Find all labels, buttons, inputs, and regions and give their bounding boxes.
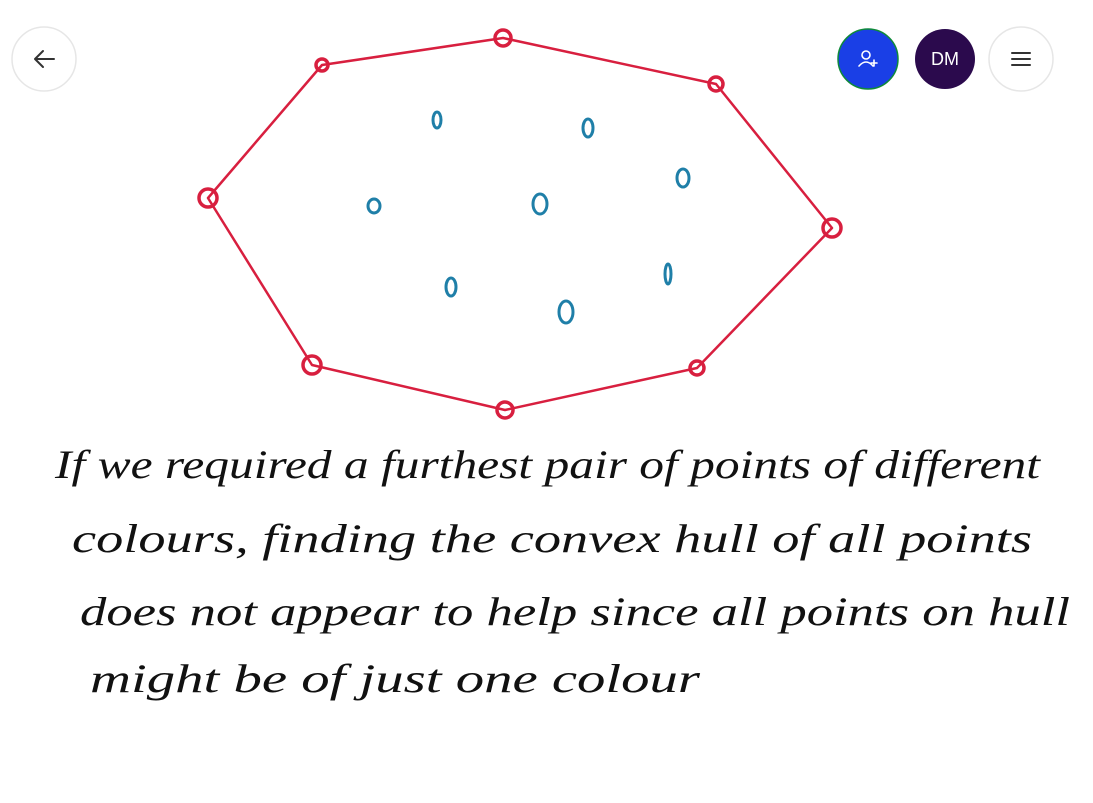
red-point: [821, 217, 843, 239]
blue-point: [581, 117, 595, 139]
note-line: does not appear to help since all points…: [80, 589, 1070, 634]
blue-point: [431, 110, 443, 130]
blue-point: [675, 167, 691, 189]
red-point: [493, 28, 513, 48]
hull-stroke: [206, 36, 834, 412]
red-point: [707, 75, 725, 93]
inner-points: [366, 110, 691, 325]
share-button[interactable]: [837, 28, 899, 90]
back-icon: [34, 50, 55, 68]
red-point: [314, 57, 330, 73]
back-button[interactable]: [11, 26, 77, 92]
avatar[interactable]: DM: [915, 29, 975, 89]
menu-icon: [1011, 52, 1031, 66]
menu-button[interactable]: [988, 26, 1054, 92]
blue-point: [444, 276, 458, 298]
avatar-initials: DM: [931, 49, 959, 69]
person-icon: [861, 50, 871, 60]
red-point: [495, 400, 515, 420]
blue-point: [531, 192, 549, 216]
red-point: [197, 187, 219, 209]
avatar-bg[interactable]: [915, 29, 975, 89]
note-line: If we required a furthest pair of points…: [54, 442, 1041, 487]
note-line: might be of just one colour: [90, 656, 701, 701]
hull-points: [197, 28, 843, 420]
person-icon: [858, 59, 878, 67]
blue-point: [663, 262, 673, 286]
blue-point: [557, 299, 575, 325]
note-line: colours, finding the convex hull of all …: [72, 516, 1032, 561]
red-point: [301, 354, 323, 376]
red-point: [688, 359, 706, 377]
blue-point: [366, 197, 382, 215]
